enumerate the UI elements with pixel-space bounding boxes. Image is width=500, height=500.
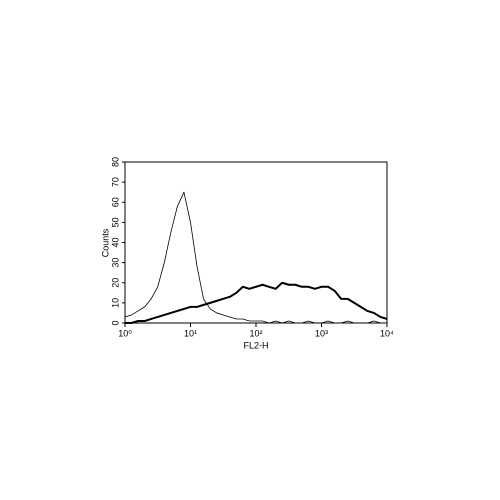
y-tick-label: 80 <box>110 157 120 167</box>
y-tick-label: 30 <box>110 258 120 268</box>
y-tick-label: 0 <box>110 320 120 325</box>
y-tick-label: 20 <box>110 278 120 288</box>
x-tick-label: 10⁴ <box>380 328 394 338</box>
y-tick-label: 40 <box>110 237 120 247</box>
x-tick-label: 10¹ <box>184 328 197 338</box>
y-tick-label: 10 <box>110 298 120 308</box>
y-axis-label: Counts <box>100 228 110 257</box>
y-tick-label: 70 <box>110 177 120 187</box>
series-line <box>124 191 387 324</box>
x-axis-label: FL2-H <box>243 340 268 350</box>
x-tick-label: 10⁰ <box>118 328 132 338</box>
x-tick-label: 10³ <box>315 328 328 338</box>
y-tick-label: 50 <box>110 217 120 227</box>
series-line <box>125 281 388 324</box>
x-tick-label: 10² <box>249 328 262 338</box>
y-tick-label: 60 <box>110 197 120 207</box>
